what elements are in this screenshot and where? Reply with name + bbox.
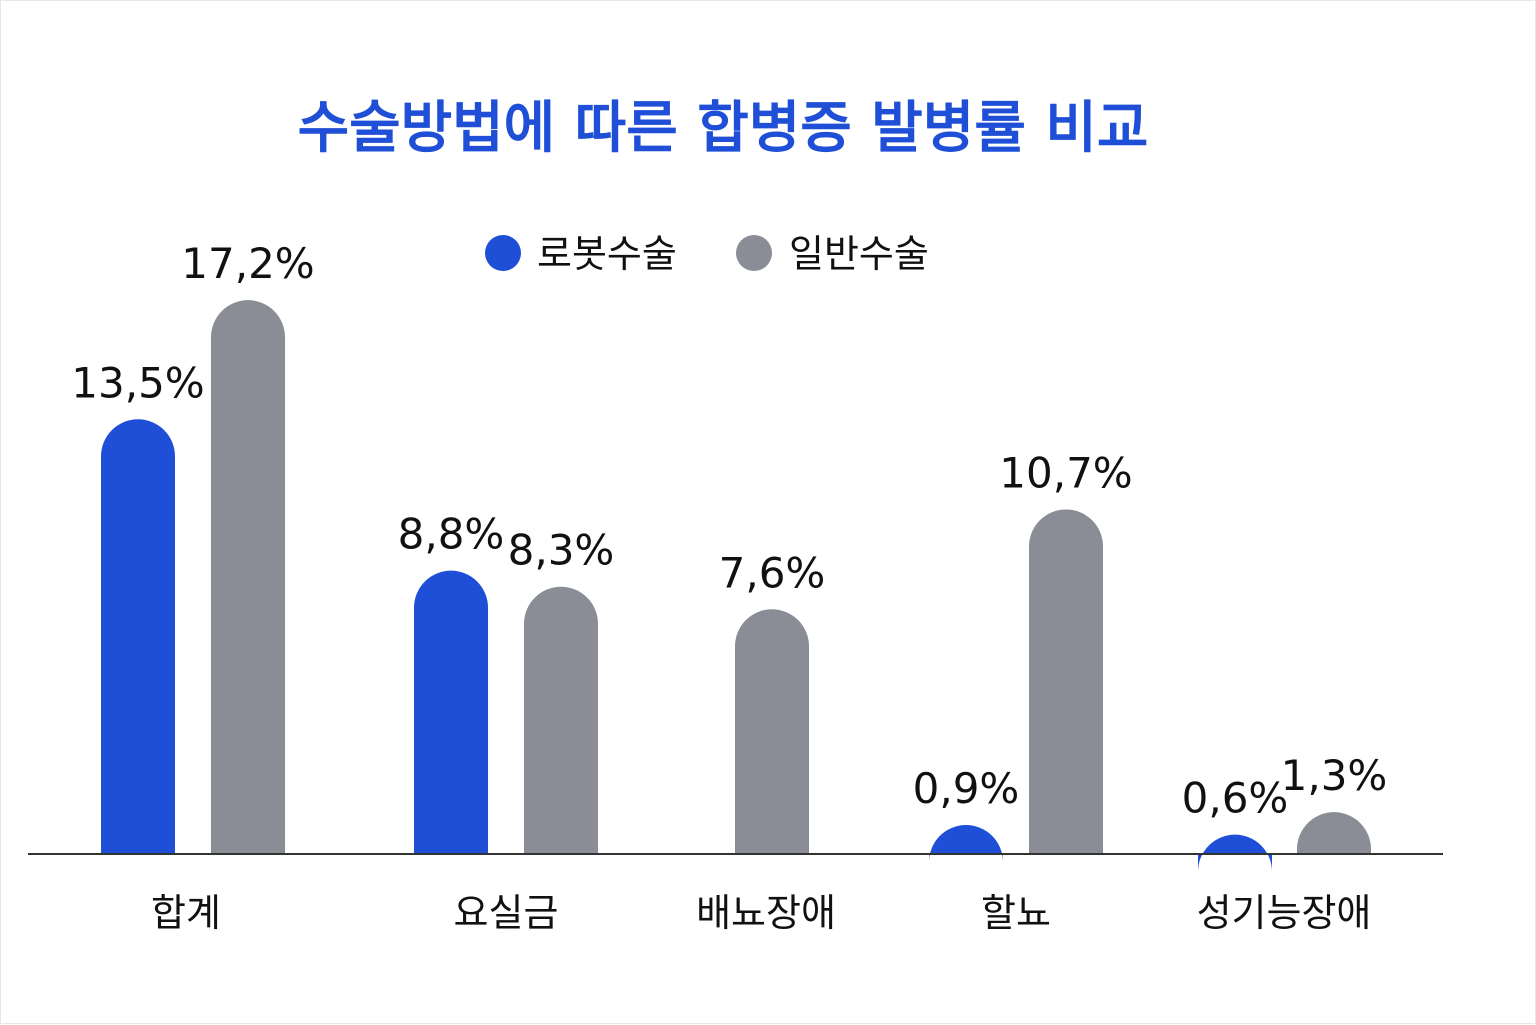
legend-marker-general bbox=[736, 235, 772, 271]
category-label-3: 할뇨 bbox=[981, 891, 1051, 935]
value-label-general-2: 7,6% bbox=[719, 548, 826, 597]
value-label-general-3: 10,7% bbox=[999, 448, 1132, 497]
value-label-general-4: 1,3% bbox=[1281, 751, 1388, 800]
value-labels-group: 13,5% 8,8% 0,9% 0,6% 17,2% 8,3% 7,6% 10,7% 1,3% bbox=[71, 239, 1387, 823]
legend-label-robot: 로봇수술 bbox=[537, 232, 677, 276]
category-label-1: 요실금 bbox=[454, 891, 559, 935]
value-label-general-0: 17,2% bbox=[181, 239, 314, 288]
bar-general-4 bbox=[1297, 812, 1371, 854]
value-label-robot-1: 8,8% bbox=[398, 510, 505, 559]
bar-robot-1 bbox=[414, 570, 488, 854]
category-label-4: 성기능장애 bbox=[1197, 891, 1372, 935]
bar-general-2 bbox=[735, 609, 809, 854]
value-label-robot-4: 0,6% bbox=[1182, 774, 1289, 823]
value-label-robot-0: 13,5% bbox=[71, 358, 204, 407]
category-labels-group: 합계 요실금 배뇨장애 할뇨 성기능장애 bbox=[151, 891, 1371, 935]
category-label-2: 배뇨장애 bbox=[696, 891, 836, 935]
legend: 로봇수술 일반수술 bbox=[485, 232, 929, 276]
bar-general-0 bbox=[211, 300, 285, 854]
chart-title: 수술방법에 따른 합병증 발병률 비교 bbox=[298, 96, 1149, 161]
bar-general-1 bbox=[524, 586, 598, 854]
bar-robot-3 bbox=[929, 825, 1003, 863]
legend-item-robot: 로봇수술 bbox=[485, 232, 677, 276]
category-label-0: 합계 bbox=[151, 891, 221, 935]
legend-item-general: 일반수술 bbox=[736, 232, 929, 276]
value-label-general-1: 8,3% bbox=[508, 526, 615, 575]
value-label-robot-3: 0,9% bbox=[913, 764, 1020, 813]
legend-label-general: 일반수술 bbox=[789, 232, 929, 276]
bar-robot-0 bbox=[101, 419, 175, 854]
legend-marker-robot bbox=[485, 235, 521, 271]
bar-general-3 bbox=[1029, 509, 1103, 854]
